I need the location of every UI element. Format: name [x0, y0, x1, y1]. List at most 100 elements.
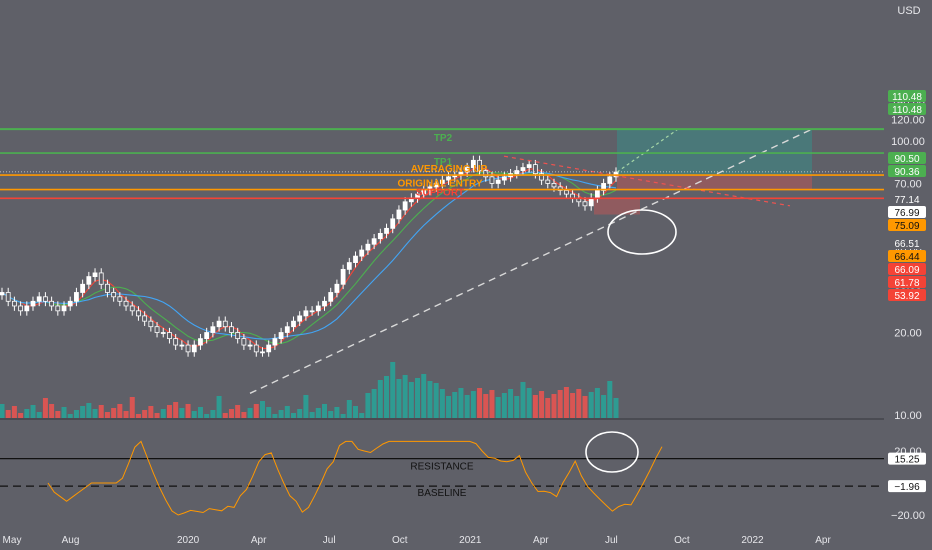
candle-body — [86, 276, 92, 285]
candle-body — [0, 292, 5, 296]
volume-bar — [377, 380, 383, 418]
time-tick-label: May — [3, 535, 22, 546]
volume-bar — [613, 398, 619, 418]
volume-bar — [594, 388, 600, 418]
volume-bar — [402, 375, 408, 418]
candle-body — [179, 344, 185, 347]
volume-bar — [18, 413, 24, 418]
candle-body — [36, 296, 42, 302]
candle-body — [477, 159, 482, 171]
price-tag-label: 77.14 — [894, 195, 919, 206]
price-tag-label: 61.78 — [894, 278, 919, 289]
candle-body — [167, 332, 172, 340]
time-tick-label: Jul — [323, 535, 336, 546]
price-tag — [888, 206, 926, 218]
level-label: SUPPORT — [416, 187, 464, 198]
candle-body — [402, 201, 408, 211]
candle-body — [309, 310, 315, 313]
volume-bar — [216, 396, 222, 418]
candle-body — [539, 173, 544, 181]
volume-bar — [322, 404, 328, 418]
candle-body — [210, 326, 216, 333]
indicator-tag-label: −1.96 — [894, 482, 920, 493]
volume-bar — [483, 394, 489, 418]
volume-bar — [588, 392, 594, 418]
volume-bar — [235, 405, 241, 418]
volume-bar — [557, 390, 563, 418]
candle-body — [253, 344, 259, 353]
time-tick-label: Oct — [392, 535, 408, 546]
volume-bar — [551, 394, 557, 418]
volume-bar — [30, 405, 36, 418]
volume-bar — [458, 388, 464, 418]
candle-body — [390, 218, 396, 229]
candle-body — [359, 249, 365, 257]
time-tick-label: Apr — [815, 535, 831, 546]
volume-bar — [328, 411, 334, 418]
candle-body — [123, 300, 129, 307]
indicator-tag — [888, 480, 926, 493]
candle-body — [49, 300, 55, 307]
candle-body — [551, 183, 557, 188]
indicator-annotation-circle — [585, 431, 639, 473]
time-axis[interactable]: May Aug 2020 Apr Jul Oct 2021 Apr Jul Oct 2022 Apr — [0, 530, 932, 550]
volume-bar — [204, 414, 210, 418]
volume-bar — [49, 404, 55, 418]
price-tick-label: 120.00 — [891, 114, 925, 126]
volume-bar — [384, 376, 390, 418]
candle-body — [43, 296, 48, 302]
candle-body — [260, 351, 265, 354]
candle-body — [278, 332, 284, 340]
price-tag — [888, 90, 926, 102]
volume-bar — [315, 408, 321, 418]
price-tag-label: 66.51 — [894, 239, 919, 250]
candle-body — [421, 190, 427, 195]
candle-body — [563, 190, 569, 195]
time-tick-label: Aug — [62, 535, 80, 546]
indicator-tick-label: −20.00 — [891, 510, 925, 522]
loss-zone — [617, 175, 812, 190]
volume-bar — [340, 414, 346, 418]
price-axis[interactable]: 140.00130.00120.00100.0070.0040.0030.002… — [886, 0, 932, 530]
volume-bar — [489, 390, 495, 418]
volume-bar — [421, 374, 427, 418]
indicator-pane[interactable]: RESISTANCE BASELINE — [0, 431, 884, 516]
volume-bar — [290, 413, 296, 418]
volume-bar — [303, 395, 309, 418]
volume-bar — [396, 379, 402, 418]
indicator-level-label: BASELINE — [418, 488, 467, 499]
volume-bar — [5, 410, 11, 418]
volume-bar — [142, 410, 148, 418]
price-tag-label: 66.44 — [894, 252, 919, 263]
volume-bar — [104, 412, 110, 418]
candle-body — [61, 305, 67, 312]
volume-bar — [272, 414, 278, 418]
volume-bar — [266, 407, 272, 418]
projection-line — [616, 128, 679, 173]
price-tag — [888, 276, 926, 288]
candle-body — [74, 292, 79, 302]
volume-bar — [284, 406, 290, 418]
candle-body — [24, 305, 30, 312]
volume-bar — [80, 406, 86, 418]
volume-bar — [67, 414, 73, 418]
volume-bar — [241, 412, 247, 418]
volume-bar — [390, 362, 396, 418]
candle-body — [235, 332, 241, 340]
volume-bar — [501, 393, 507, 418]
time-axis-background — [0, 530, 932, 550]
candle-body — [446, 176, 451, 181]
price-tick-label: 20.00 — [894, 328, 922, 340]
volume-bar — [160, 409, 166, 418]
candle-body — [470, 159, 476, 168]
candle-body — [229, 326, 234, 333]
candle-body — [129, 305, 135, 312]
candle-body — [204, 332, 210, 340]
price-tag — [888, 152, 926, 164]
price-tag — [888, 289, 926, 301]
indicator-tag — [888, 452, 926, 465]
volume-bar — [228, 409, 234, 418]
